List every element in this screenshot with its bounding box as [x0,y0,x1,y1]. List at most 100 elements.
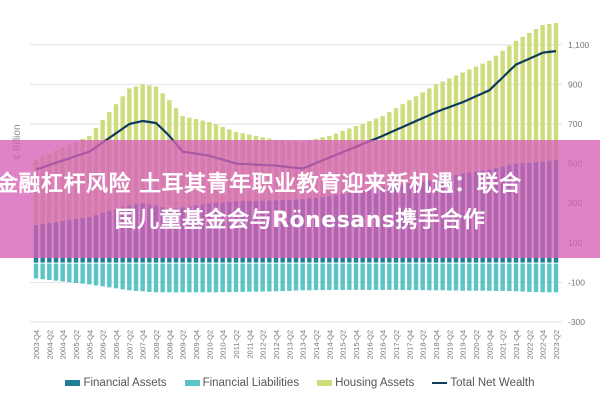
bar-housing-assets [547,24,552,161]
bar-financial-liabilities [220,263,225,293]
bar-financial-liabilities [187,263,192,293]
x-tick-label: 2021-Q2 [499,330,508,359]
bar-financial-liabilities [113,263,119,289]
bar-housing-assets [507,45,512,165]
bar-housing-assets [467,69,472,173]
bar-financial-liabilities [227,263,232,293]
bar-financial-liabilities [440,263,445,291]
bar-financial-liabilities [180,263,185,293]
bar-financial-liabilities [547,263,552,293]
bar-financial-liabilities [533,263,539,293]
bar-financial-liabilities [553,263,559,293]
bar-financial-liabilities [173,263,179,293]
bar-financial-liabilities [260,263,265,292]
bar-financial-liabilities [153,263,159,293]
bar-financial-liabilities [53,263,59,281]
x-tick-label: 2012-Q4 [272,330,281,359]
bar-financial-liabilities [333,263,339,290]
bar-financial-liabilities [247,263,252,292]
bar-housing-assets [420,92,425,182]
x-tick-label: 2015-Q2 [339,330,348,359]
bar-housing-assets [440,81,445,178]
bar-financial-liabilities [240,263,245,292]
bar-financial-liabilities [87,263,92,285]
legend-item-financial-assets[interactable]: Financial Assets [65,377,167,389]
swatch-icon [65,380,81,386]
bar-housing-assets [500,50,505,167]
legend-item-total-net-wealth[interactable]: Total Net Wealth [432,377,535,389]
bar-financial-liabilities [253,263,259,292]
bar-financial-liabilities [67,263,72,283]
bar-financial-liabilities [107,263,112,288]
bar-financial-liabilities [367,263,372,290]
bar-financial-liabilities [387,263,392,290]
bar-housing-assets [533,28,539,163]
x-tick-label: 2017-Q2 [392,330,401,359]
y-tick-label: 900 [568,79,582,89]
legend-item-financial-liabilities[interactable]: Financial Liabilities [184,377,299,389]
bar-financial-liabilities [447,263,452,291]
legend-item-housing-assets[interactable]: Housing Assets [317,377,414,389]
x-tick-label: 2020-Q2 [472,330,481,359]
headline-banner [0,140,600,258]
bar-financial-liabilities [120,263,125,290]
bar-financial-liabilities [47,263,52,281]
bar-financial-liabilities [80,263,85,284]
bar-housing-assets [473,66,479,172]
x-tick-label: 2020-Q4 [485,330,494,359]
x-tick-label: 2010-Q2 [205,330,214,359]
x-tick-label: 2016-Q2 [365,330,374,359]
x-tick-label: 2005-Q2 [72,330,81,359]
y-tick-label: 1,100 [568,40,590,50]
legend-label: Housing Assets [335,377,415,389]
bar-housing-assets [480,63,485,171]
bar-housing-assets [540,25,545,162]
headline-line-2[interactable]: 国儿童基金会与Rönesans携手合作 [114,208,486,233]
x-tick-label: 2011-Q2 [232,330,241,359]
x-tick-label: 2009-Q2 [179,330,188,359]
bar-financial-liabilities [60,263,65,282]
legend-label: Total Net Wealth [450,377,535,389]
bar-financial-liabilities [73,263,79,283]
bar-housing-assets [487,60,492,170]
x-tick-label: 2012-Q2 [259,330,268,359]
bar-financial-liabilities [207,263,212,293]
bar-financial-liabilities [280,263,285,292]
bar-financial-liabilities [293,263,299,291]
x-axis: 2003-Q4 2004-Q2 2004-Q4 2005-Q2 2005-Q4 2006-… [32,330,561,359]
swatch-icon [184,380,200,386]
x-tick-label: 2003-Q4 [32,330,41,359]
bar-financial-liabilities [460,263,465,291]
legend: Financial Assets Financial Liabilities H… [0,377,600,389]
x-tick-label: 2022-Q2 [525,330,534,359]
bar-housing-assets [513,40,519,164]
bar-financial-liabilities [93,263,99,286]
bar-financial-liabilities [527,263,532,292]
bar-financial-liabilities [140,263,145,292]
bar-housing-assets [493,55,499,168]
bar-financial-liabilities [520,263,525,292]
legend-label: Financial Assets [83,377,167,389]
bar-housing-assets [433,84,439,180]
x-tick-label: 2008-Q4 [165,330,174,359]
y-tick-label: 700 [568,119,582,129]
bar-financial-liabilities [127,263,132,291]
bar-financial-liabilities [407,263,412,291]
x-tick-label: 2015-Q4 [352,330,361,359]
bar-financial-liabilities [513,263,519,292]
bar-financial-liabilities [213,263,219,293]
bar-financial-liabilities [160,263,165,293]
x-tick-label: 2004-Q2 [45,330,54,359]
headline-line-1[interactable]: 金融杠杆风险 土耳其青年职业教育迎来新机遇：联合 [0,172,522,197]
x-tick-label: 2023-Q2 [552,330,561,359]
bar-housing-assets [527,32,532,163]
bar-financial-liabilities [200,263,205,293]
bar-financial-liabilities [167,263,172,293]
bar-housing-assets [460,72,465,174]
bar-financial-liabilities [400,263,405,291]
bar-financial-liabilities [473,263,479,291]
x-tick-label: 2004-Q4 [59,330,68,359]
x-tick-label: 2018-Q2 [419,330,428,359]
bar-financial-liabilities [500,263,505,291]
bar-financial-liabilities [133,263,139,291]
